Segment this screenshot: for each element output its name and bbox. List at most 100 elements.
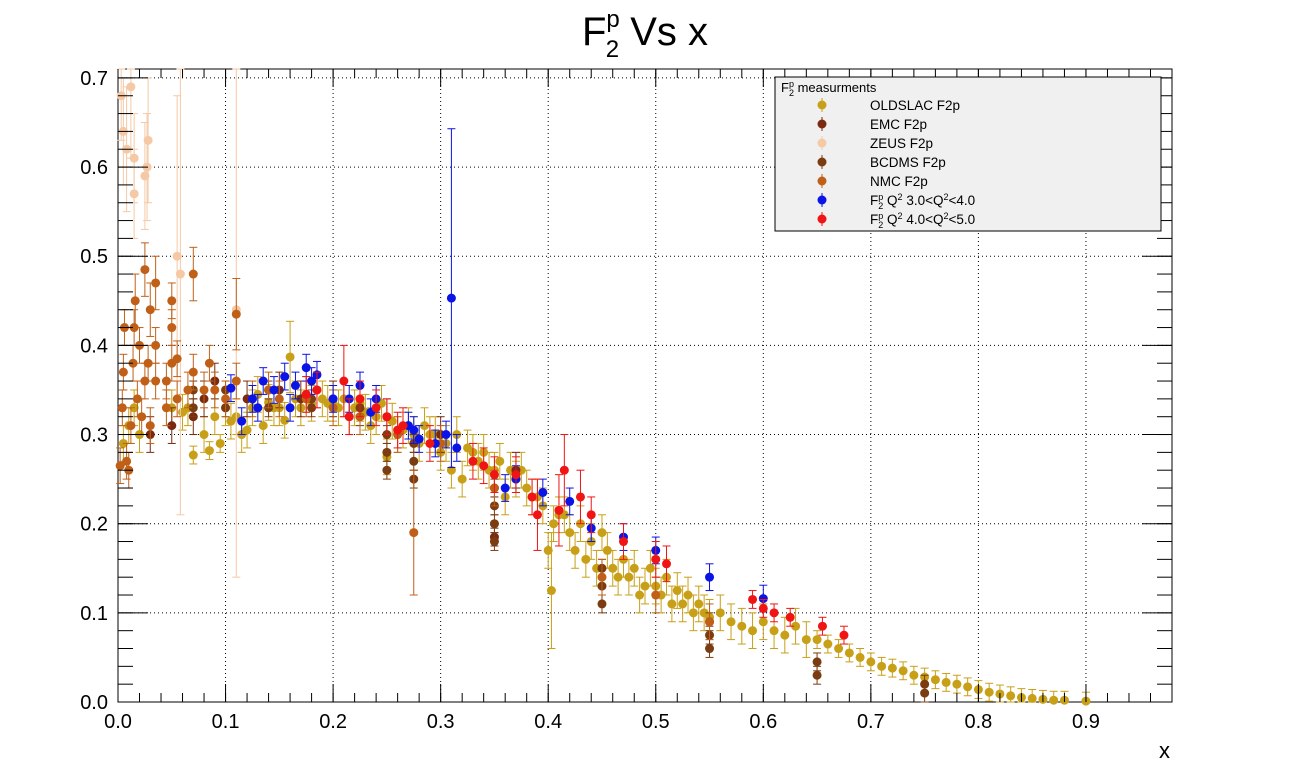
legend-label: BCDMS F2p (870, 155, 946, 170)
data-point (769, 626, 779, 636)
data-point (130, 296, 140, 306)
legend-marker (817, 157, 827, 167)
data-point (920, 679, 930, 689)
data-point (495, 456, 505, 466)
data-point (602, 545, 612, 555)
data-point (559, 465, 569, 475)
data-point (425, 438, 435, 448)
data-point (204, 446, 214, 456)
data-point (398, 421, 408, 431)
data-point (122, 456, 132, 466)
data-point (898, 666, 908, 676)
data-point (887, 663, 897, 673)
axis-ticks: 0.0 0.1 0.2 0.3 0.4 0.5 0.6 0.7 0.8 0.9 0.0 0.1 0.2 0… (80, 68, 1173, 733)
data-point (575, 492, 585, 502)
data-point (167, 296, 177, 306)
y-tick-label: 0.6 (80, 157, 108, 179)
data-point (301, 363, 311, 373)
data-point (382, 447, 392, 457)
data-point (705, 572, 715, 582)
data-point (785, 612, 795, 622)
y-tick-label: 0.7 (80, 68, 108, 90)
data-point (151, 278, 161, 288)
data-point (629, 563, 639, 573)
data-point (694, 599, 704, 609)
data-point (452, 443, 462, 453)
data-point (285, 352, 295, 362)
data-point (199, 385, 209, 395)
data-point (963, 682, 973, 692)
data-point (549, 519, 559, 529)
data-point (667, 599, 677, 609)
data-point (597, 572, 607, 582)
data-point (812, 670, 822, 680)
data-point (909, 670, 919, 680)
legend-label: OLDSLAC F2p (870, 98, 960, 113)
data-point (126, 421, 136, 431)
data-point (1049, 695, 1059, 705)
data-point (984, 687, 994, 697)
legend-label: EMC F2p (870, 117, 927, 132)
data-point (645, 563, 655, 573)
data-point (231, 309, 241, 319)
data-point (613, 572, 623, 582)
data-point (791, 621, 801, 631)
data-point (546, 586, 556, 596)
data-point (457, 474, 467, 484)
data-point (823, 639, 833, 649)
data-point (930, 675, 940, 685)
x-tick-label: 0.3 (427, 711, 455, 733)
data-point (651, 590, 661, 600)
y-tick-label: 0.3 (80, 425, 108, 447)
data-series (115, 68, 1091, 706)
data-point (307, 403, 317, 413)
data-point (344, 412, 354, 422)
data-point (115, 461, 125, 471)
data-point (586, 510, 596, 520)
x-tick-label: 0.1 (212, 711, 240, 733)
x-tick-label: 0.8 (965, 711, 993, 733)
data-point (522, 483, 532, 493)
legend-label: Fp 2 Q2 3.0<Q2<4.0 (870, 192, 975, 211)
data-point (382, 412, 392, 422)
data-point (737, 621, 747, 631)
legend-label: NMC F2p (870, 174, 928, 189)
y-tick-label: 0.1 (80, 603, 108, 625)
data-point (446, 293, 456, 303)
series-6 (301, 344, 849, 645)
data-point (758, 594, 768, 604)
data-point (441, 430, 451, 440)
data-point (678, 599, 688, 609)
data-point (479, 461, 489, 471)
data-point (167, 323, 177, 333)
data-point (489, 519, 499, 529)
data-point (145, 305, 155, 315)
data-point (274, 394, 284, 404)
data-point (855, 652, 865, 662)
data-point (769, 608, 779, 618)
data-point (172, 394, 182, 404)
data-point (532, 510, 542, 520)
data-point (285, 403, 295, 413)
data-point (812, 635, 822, 645)
data-point (952, 679, 962, 689)
data-point (780, 630, 790, 640)
data-point (382, 465, 392, 475)
data-point (543, 545, 553, 555)
data-point (129, 153, 139, 163)
data-point (118, 367, 128, 377)
data-point (812, 657, 822, 667)
data-point (748, 594, 758, 604)
data-point (409, 456, 419, 466)
data-point (468, 456, 478, 466)
data-point (117, 403, 127, 413)
data-point (371, 403, 381, 413)
data-point (683, 590, 693, 600)
data-point (705, 644, 715, 654)
data-point (839, 630, 849, 640)
data-point (301, 389, 311, 399)
data-point (801, 635, 811, 645)
data-point (758, 603, 768, 613)
data-point (151, 340, 161, 350)
data-point (565, 496, 575, 506)
